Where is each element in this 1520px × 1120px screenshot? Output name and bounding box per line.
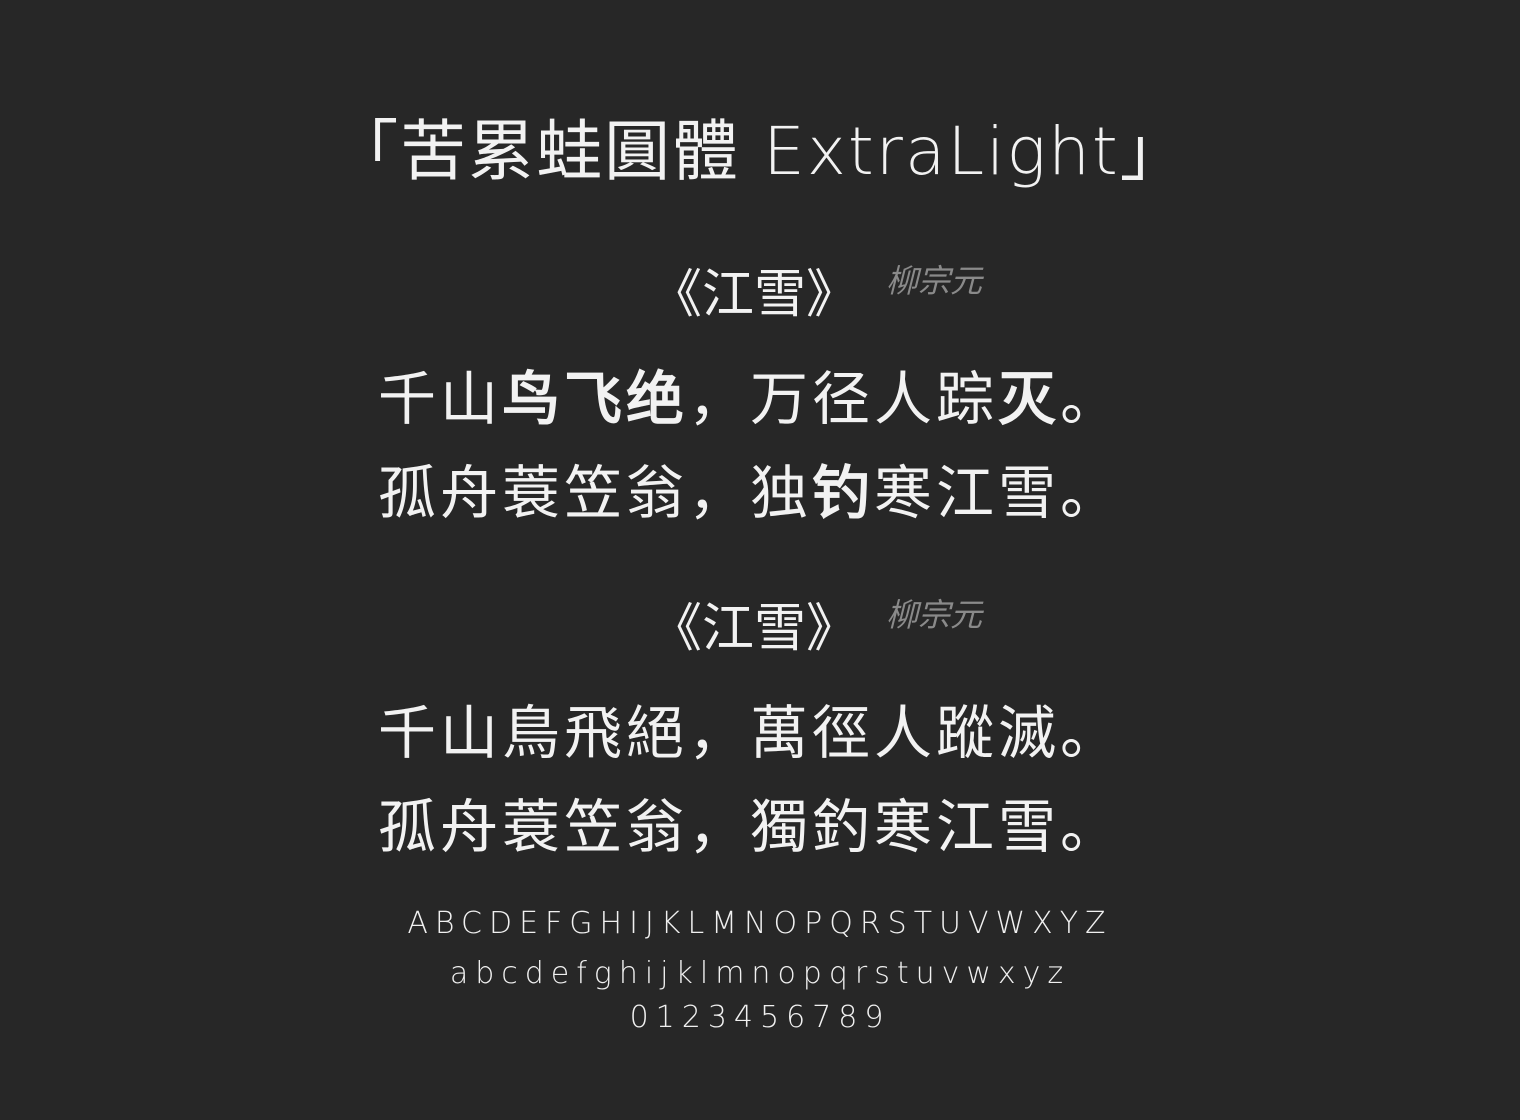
line-segment: ，万径人踪 — [688, 365, 999, 433]
poem-title-traditional: 《江雪》 — [650, 599, 859, 659]
line-segment: 千山 — [378, 365, 503, 433]
bold-segment: 灭 — [998, 365, 1061, 433]
poem-author-traditional: 柳宗元 — [886, 596, 983, 634]
uppercase-specimen: ABCDEFGHIJKLMNOPQRSTUVWXYZ — [407, 906, 1113, 941]
poem-title-simplified: 《江雪》 — [650, 265, 859, 325]
line-segment: 寒江雪。 — [874, 459, 1123, 527]
font-title: 「苦累蛙圓體 ExtraLight」 — [332, 113, 1188, 190]
lowercase-specimen: abcdefghijklmnopqrstuvwxyz — [449, 956, 1071, 991]
poem-line-1-traditional: 千山鳥飛絕，萬徑人蹤滅。 — [378, 699, 1123, 767]
poem-line-2-traditional: 孤舟蓑笠翁，獨釣寒江雪。 — [378, 793, 1123, 861]
poem-line-1-simplified: 千山鸟飞绝，万径人踪灭。 — [378, 352, 1122, 436]
bold-segment: 鸟飞绝 — [502, 365, 689, 433]
poem-line-2-simplified: 孤舟蓑笠翁，独钓寒江雪。 — [378, 446, 1122, 530]
line-segment: 。 — [1060, 365, 1123, 433]
digits-specimen: 0123456789 — [629, 1000, 891, 1035]
bold-segment: 钓 — [812, 459, 875, 527]
line-segment: 孤舟蓑笠翁，独 — [378, 459, 813, 527]
poem-author-simplified: 柳宗元 — [886, 262, 983, 300]
